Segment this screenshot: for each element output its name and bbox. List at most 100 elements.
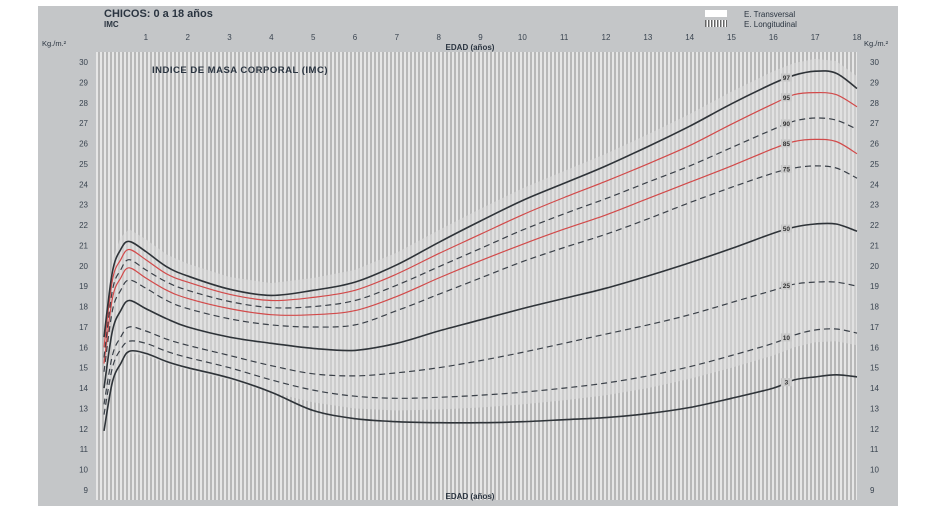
y-tick-label-left: 9 (84, 486, 89, 495)
y-tick-label-right: 9 (870, 486, 875, 495)
percentile-label-bg (780, 139, 792, 148)
percentile-label-3: 3 (785, 380, 789, 387)
x-tick-label: 2 (185, 33, 190, 42)
y-tick-label-right: 25 (870, 160, 879, 169)
y-tick-label-left: 16 (79, 343, 88, 352)
y-tick-label-left: 17 (79, 323, 88, 332)
y-tick-label-left: 30 (79, 58, 88, 67)
percentile-label-bg (780, 378, 792, 387)
x-tick-label: 3 (227, 33, 232, 42)
y-tick-label-left: 18 (79, 303, 88, 312)
y-tick-label-left: 22 (79, 221, 88, 230)
percentile-curve-75 (103, 165, 858, 372)
x-tick-label: 13 (643, 33, 652, 42)
legend-swatch-transversal (705, 10, 727, 17)
x-tick-label: 12 (602, 33, 611, 42)
y-tick-label-right: 14 (870, 384, 879, 393)
percentile-curve-90 (103, 117, 858, 358)
y-tick-label-left: 14 (79, 384, 88, 393)
percentile-label-bg (780, 119, 792, 128)
y-tick-label-right: 23 (870, 201, 879, 210)
legend-swatch-longitudinal (705, 20, 727, 27)
percentile-label-25: 25 (783, 283, 791, 290)
x-tick-label: 6 (353, 33, 358, 42)
y-tick-label-right: 18 (870, 303, 879, 312)
y-tick-label-right: 10 (870, 466, 879, 475)
percentile-labels: 3 10 25 50 75 85 90 95 97 (780, 73, 792, 387)
y-tick-label-right: 17 (870, 323, 879, 332)
y-tick-label-right: 28 (870, 99, 879, 108)
y-tick-label-left: 12 (79, 425, 88, 434)
y-tick-label-left: 26 (79, 140, 88, 149)
x-tick-label: 8 (436, 33, 441, 42)
x-axis-top: 1 2 3 4 5 6 7 8 9 10 11 12 13 14 15 16 17 18 (144, 33, 862, 42)
x-tick-label: 15 (727, 33, 736, 42)
y-tick-label-left: 27 (79, 119, 88, 128)
y-tick-label-right: 12 (870, 425, 879, 434)
y-tick-label-left: 19 (79, 282, 88, 291)
percentile-curve-3 (103, 349, 858, 432)
x-tick-label: 4 (269, 33, 274, 42)
percentile-label-bg (780, 73, 792, 82)
x-tick-label: 18 (853, 33, 862, 42)
inner-title: INDICE DE MASA CORPORAL (IMC) (152, 65, 328, 76)
y-tick-label-left: 23 (79, 201, 88, 210)
y-tick-label-left: 20 (79, 262, 88, 271)
chart-subtitle: IMC (104, 20, 119, 29)
percentile-curve-50 (103, 222, 858, 389)
percentile-label-bg (780, 165, 792, 174)
y-axis-label-left: Kg./m.² (42, 39, 67, 48)
y-tick-label-right: 29 (870, 78, 879, 87)
y-tick-label-right: 21 (870, 241, 879, 250)
y-tick-label-right: 27 (870, 119, 879, 128)
percentile-curve-95 (103, 91, 858, 348)
y-tick-label-left: 25 (79, 160, 88, 169)
y-tick-label-right: 16 (870, 343, 879, 352)
y-tick-label-right: 11 (870, 445, 879, 454)
percentile-label-bg (780, 93, 792, 102)
chart-title: CHICOS: 0 a 18 años (104, 8, 213, 20)
x-tick-label: 1 (144, 33, 149, 42)
percentile-label-10: 10 (783, 335, 791, 342)
percentile-label-bg (780, 281, 792, 290)
y-tick-label-left: 24 (79, 180, 88, 189)
y-tick-label-left: 10 (79, 466, 88, 475)
y-axis-right: 9 10 11 12 13 14 15 16 17 18 19 20 21 22 23 24 25 26 27 28 2… (870, 58, 879, 495)
x-tick-label: 7 (395, 33, 400, 42)
y-tick-label-left: 11 (80, 445, 89, 454)
x-tick-label: 5 (311, 33, 316, 42)
x-axis-label-bottom: EDAD (años) (446, 492, 495, 501)
percentile-curve-25 (103, 281, 858, 405)
x-tick-label: 11 (560, 33, 569, 42)
percentile-label-bg (780, 333, 792, 342)
y-tick-label-left: 15 (79, 364, 88, 373)
y-tick-label-right: 24 (870, 180, 879, 189)
x-tick-label: 10 (518, 33, 527, 42)
x-tick-label: 16 (769, 33, 778, 42)
x-axis-label-top: EDAD (años) (446, 43, 495, 52)
percentile-label-50: 50 (783, 226, 791, 233)
y-tick-label-right: 13 (870, 404, 879, 413)
y-axis-left: 9 10 11 12 13 14 15 16 17 18 19 20 21 22 23 24 25 26 27 28 2… (79, 58, 88, 495)
y-tick-label-right: 15 (870, 364, 879, 373)
x-tick-label: 9 (478, 33, 483, 42)
y-tick-label-left: 13 (79, 404, 88, 413)
y-tick-label-right: 22 (870, 221, 879, 230)
percentile-curve-85 (103, 138, 858, 364)
percentile-curve-97 (103, 70, 858, 338)
legend-label-longitudinal: E. Longitudinal (744, 20, 797, 29)
y-tick-label-left: 28 (79, 99, 88, 108)
percentile-label-bg (780, 224, 792, 233)
y-tick-label-right: 30 (870, 58, 879, 67)
x-tick-label: 17 (811, 33, 820, 42)
y-tick-label-left: 29 (79, 78, 88, 87)
y-tick-label-right: 19 (870, 282, 879, 291)
legend: E. Transversal E. Longitudinal (705, 10, 797, 29)
percentile-label-97: 97 (783, 75, 791, 82)
reference-band (104, 58, 857, 427)
y-tick-label-right: 20 (870, 262, 879, 271)
percentile-label-75: 75 (783, 167, 791, 174)
y-tick-label-left: 21 (79, 241, 88, 250)
percentile-label-85: 85 (783, 141, 791, 148)
